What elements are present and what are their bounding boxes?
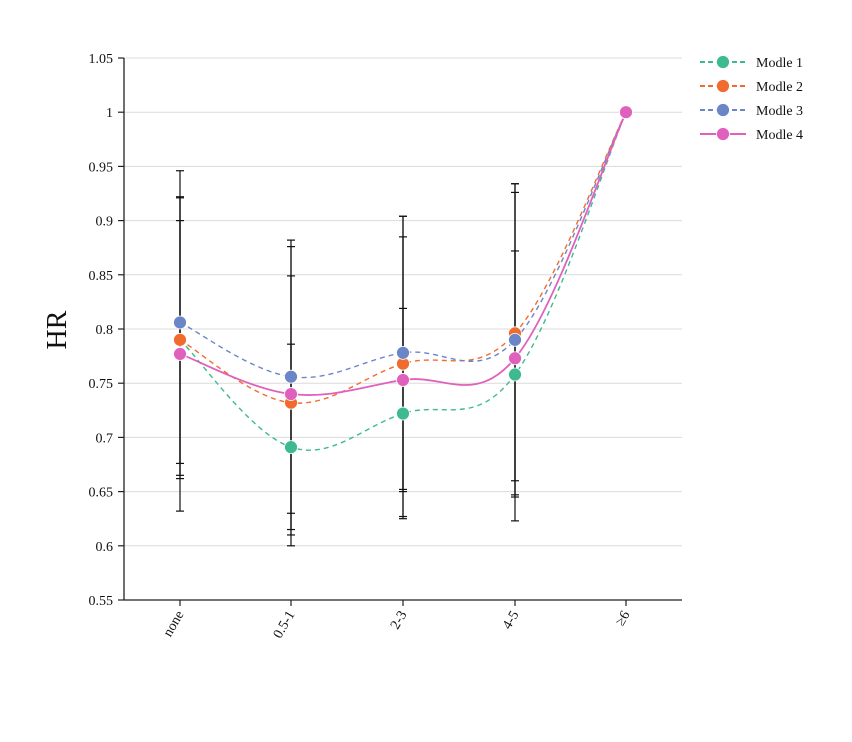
- y-tick-label: 0.65: [89, 486, 114, 501]
- data-point-series-4: [619, 105, 633, 120]
- x-tick-label: none: [161, 609, 188, 640]
- legend-marker: [716, 55, 730, 69]
- y-tick-label: 0.95: [89, 160, 114, 175]
- series-line-3: [179, 111, 627, 379]
- series-line-2: [179, 111, 627, 404]
- x-ticks: none 0.5-1 2-3 4-5 ≥6: [161, 600, 633, 642]
- data-point-series-1: [396, 406, 410, 421]
- series-lines: [179, 111, 627, 451]
- legend-label: Modle 2: [756, 80, 803, 95]
- x-tick-label: 0.5-1: [271, 609, 299, 642]
- y-ticks: 0.55 0.6 0.65 0.7 0.75 0.8 0.85 0.9 0.95 1 1.05: [89, 52, 124, 609]
- x-tick-label: 4-5: [500, 609, 522, 633]
- data-point-series-2: [173, 332, 187, 347]
- data-point-series-4: [284, 387, 298, 401]
- x-tick-label: ≥6: [613, 609, 633, 629]
- data-point-series-3: [396, 345, 410, 360]
- y-tick-label: 1: [106, 106, 113, 121]
- data-point-series-3: [284, 369, 298, 384]
- y-axis-label: HR: [42, 310, 73, 349]
- data-point-series-1: [508, 367, 522, 382]
- data-point-series-4: [508, 351, 522, 366]
- data-point-series-3: [173, 315, 187, 330]
- data-point-series-1: [284, 440, 298, 455]
- y-tick-label: 0.75: [89, 377, 114, 392]
- legend-label: Modle 4: [756, 128, 803, 143]
- legend-label: Modle 1: [756, 56, 803, 71]
- y-tick-label: 0.7: [96, 431, 114, 446]
- error-bars: [176, 170, 519, 547]
- data-point-series-3: [508, 332, 522, 347]
- y-tick-label: 0.55: [89, 594, 114, 609]
- y-tick-label: 1.05: [89, 52, 114, 67]
- y-tick-label: 0.6: [96, 540, 114, 555]
- legend-label: Modle 3: [756, 104, 803, 119]
- legend-marker: [716, 103, 730, 117]
- y-tick-label: 0.8: [96, 323, 114, 338]
- data-point-series-4: [173, 347, 187, 361]
- series-line-1: [179, 111, 627, 451]
- data-points: [173, 105, 633, 455]
- legend-marker: [716, 79, 730, 93]
- y-tick-label: 0.9: [96, 215, 114, 230]
- data-point-series-4: [396, 373, 410, 387]
- x-tick-label: 2-3: [388, 609, 410, 633]
- legend: Modle 1 Modle 2 Modle 3 Modle 4: [700, 55, 803, 143]
- series-line-4: [179, 111, 627, 396]
- legend-marker: [716, 127, 730, 141]
- y-tick-label: 0.85: [89, 269, 114, 284]
